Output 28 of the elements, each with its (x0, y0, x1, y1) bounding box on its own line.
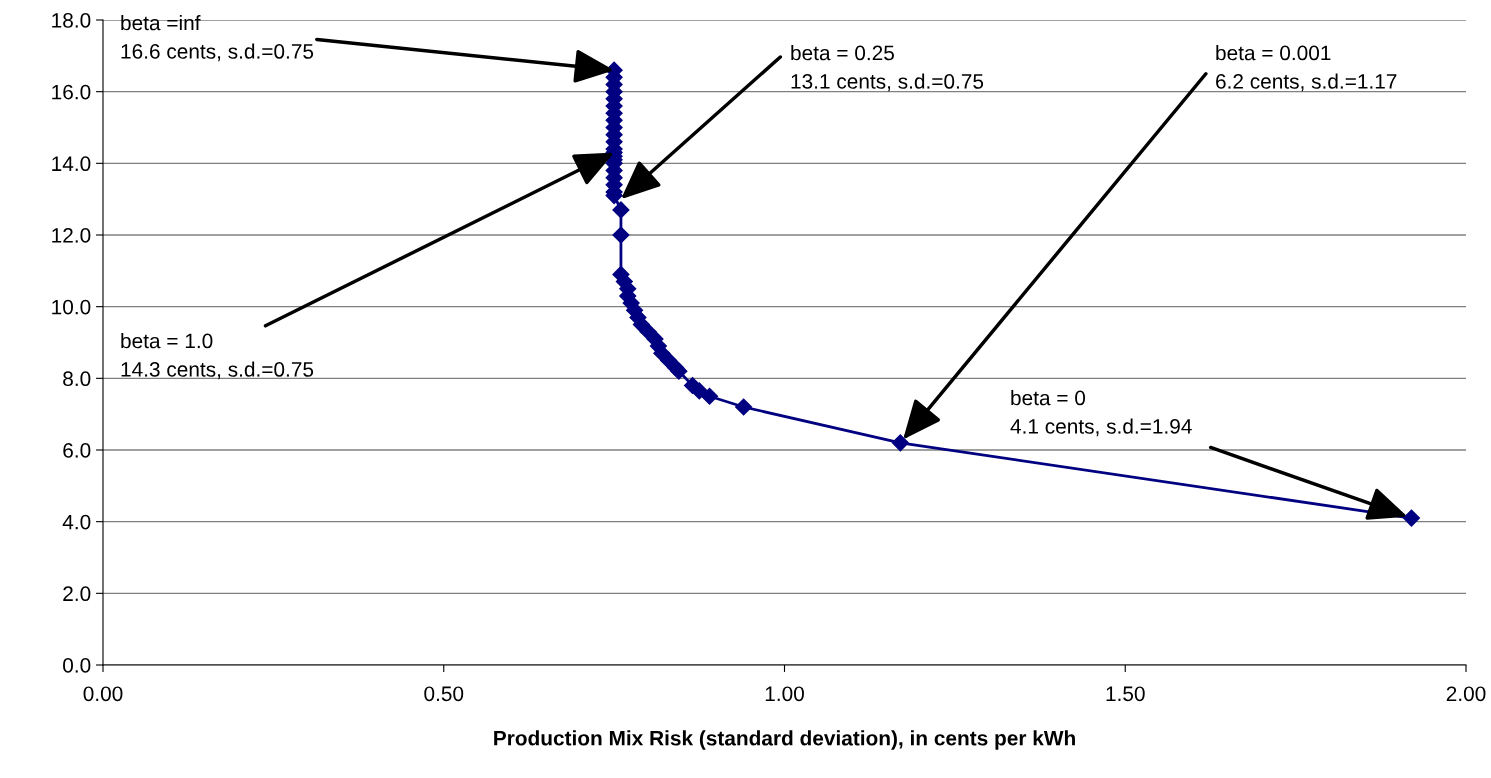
y-tick-label: 18.0 (52, 13, 91, 28)
annotation: beta = 0.001 6.2 cents, s.d.=1.17 (1216, 45, 1397, 92)
y-tick-label: 0.0 (63, 658, 91, 673)
annotation: beta =inf 16.6 cents, s.d.=0.75 (121, 15, 314, 62)
y-tick-label: 10.0 (52, 299, 91, 315)
x-tick-label: 1.00 (765, 686, 804, 702)
x-tick-label: 2.00 (1446, 686, 1486, 702)
x-axis-title: Production Mix Risk (standard deviation), in cents per kWh (494, 730, 1075, 750)
y-tick-label: 16.0 (52, 84, 91, 100)
point (1402, 509, 1421, 527)
x-tick-label: 1.50 (1106, 686, 1145, 702)
annotation: beta = 1.0 14.3 cents, s.d.=0.75 (121, 333, 314, 380)
y-tick-label: 14.0 (52, 156, 91, 172)
point (612, 226, 630, 244)
x-tick-label: 0.50 (424, 686, 464, 702)
point (735, 398, 753, 416)
point (670, 362, 688, 380)
y-tick-label: 6.0 (63, 443, 91, 458)
annotation: beta = 0 4.1 cents, s.d.=1.94 (1010, 390, 1192, 437)
y-tick-label: 8.0 (63, 371, 91, 387)
annotation: beta = 0.25 13.1 cents, s.d.=0.75 (791, 45, 984, 92)
x-tick-label: 0.00 (83, 686, 123, 702)
y-tick-label: 4.0 (62, 514, 91, 530)
y-tick-label: 2.0 (63, 586, 91, 602)
point (891, 434, 909, 452)
point (612, 201, 630, 219)
point (700, 387, 719, 405)
y-tick-label: 12.0 (52, 228, 91, 243)
